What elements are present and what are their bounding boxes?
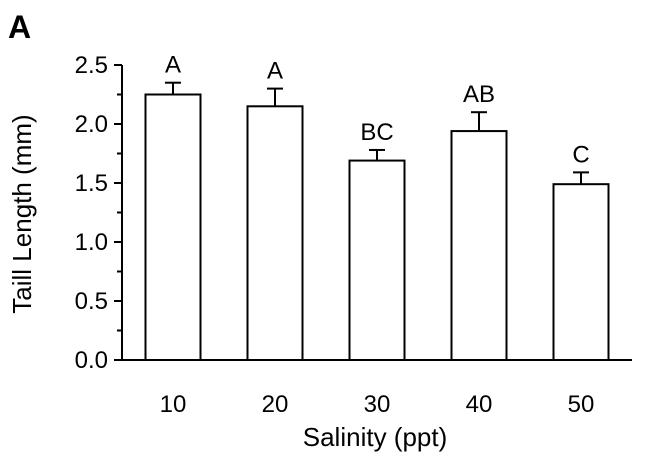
sig-label-30: BC (360, 119, 393, 146)
x-axis-title: Salinity (ppt) (303, 422, 448, 452)
y-axis-title: Taill Length (mm) (7, 114, 37, 313)
x-tick-label-30: 30 (364, 391, 391, 418)
bar-40 (450, 130, 508, 361)
bar-10 (144, 93, 202, 361)
x-tick-label-50: 50 (568, 391, 595, 418)
y-tick-label-0.0: 0.0 (75, 347, 108, 374)
error-bars-group (165, 81, 589, 185)
panel-label: A (8, 9, 31, 45)
bar-50 (552, 183, 610, 361)
y-tick-label-2.5: 2.5 (75, 52, 108, 79)
y-tick-label-1.0: 1.0 (75, 229, 108, 256)
sig-label-20: A (267, 58, 283, 85)
sig-label-50: C (572, 141, 589, 168)
x-tick-label-20: 20 (262, 391, 289, 418)
y-tick-label-0.5: 0.5 (75, 288, 108, 315)
x-tick-label-10: 10 (160, 391, 187, 418)
bar-20 (246, 105, 304, 361)
y-ticks-group: 0.0 0.5 1.0 1.5 2.0 2.5 (75, 52, 122, 374)
sig-label-10: A (165, 52, 181, 79)
y-tick-label-1.5: 1.5 (75, 170, 108, 197)
x-tick-label-40: 40 (466, 391, 493, 418)
bar-30 (348, 159, 406, 361)
y-tick-label-2.0: 2.0 (75, 111, 108, 138)
x-tick-labels-group: 10 20 30 40 50 (160, 391, 595, 418)
sig-label-40: AB (463, 81, 495, 108)
